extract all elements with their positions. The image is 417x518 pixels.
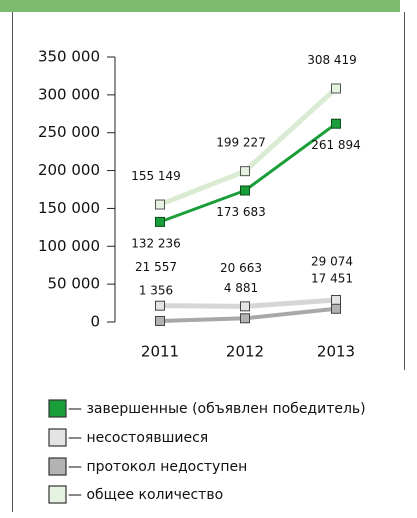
y-tick-label: 300 000 <box>38 85 100 103</box>
point-marker <box>155 216 165 227</box>
point-marker <box>155 300 165 311</box>
legend-label: — завершенные (объявлен победитель) <box>68 401 366 417</box>
point-marker <box>331 83 341 94</box>
y-tick-label: 100 000 <box>38 237 100 255</box>
legend-swatch <box>48 399 67 418</box>
y-tick-label: 250 000 <box>38 123 100 141</box>
point-marker <box>155 315 165 326</box>
legend-label: — протокол недоступен <box>68 459 247 475</box>
value-label: 4 881 <box>224 281 258 295</box>
legend-label: — общее количество <box>68 487 223 503</box>
value-label: 1 356 <box>139 283 173 297</box>
point-marker <box>240 185 250 196</box>
value-label: 29 074 <box>311 254 353 268</box>
value-label: 132 236 <box>131 236 181 250</box>
value-label: 155 149 <box>131 169 181 183</box>
y-tick-label: 350 000 <box>38 48 100 66</box>
legend-label: — несостоявшиеся <box>68 430 208 446</box>
point-marker <box>331 303 341 314</box>
point-marker <box>155 199 165 210</box>
y-tick-label: 200 000 <box>38 161 100 179</box>
header-bar <box>0 0 400 12</box>
point-marker <box>240 313 250 324</box>
legend-swatch <box>48 485 67 504</box>
x-tick-label: 2011 <box>141 343 179 361</box>
point-marker <box>331 294 341 305</box>
value-label: 173 683 <box>216 205 266 219</box>
value-label: 308 419 <box>307 53 357 67</box>
value-label: 199 227 <box>216 136 266 150</box>
value-label: 21 557 <box>135 260 177 274</box>
y-tick-label: 50 000 <box>48 275 101 293</box>
y-tick-label: 150 000 <box>38 199 100 217</box>
point-marker <box>331 118 341 129</box>
value-label: 17 451 <box>311 271 353 285</box>
value-label: 20 663 <box>220 261 262 275</box>
legend-swatch <box>48 457 67 476</box>
y-tick-label: 0 <box>90 313 100 331</box>
x-tick-label: 2013 <box>317 343 355 361</box>
point-marker <box>240 301 250 312</box>
point-marker <box>240 166 250 177</box>
x-tick-label: 2012 <box>226 343 264 361</box>
legend-swatch <box>48 428 67 447</box>
value-label: 261 894 <box>311 138 361 152</box>
